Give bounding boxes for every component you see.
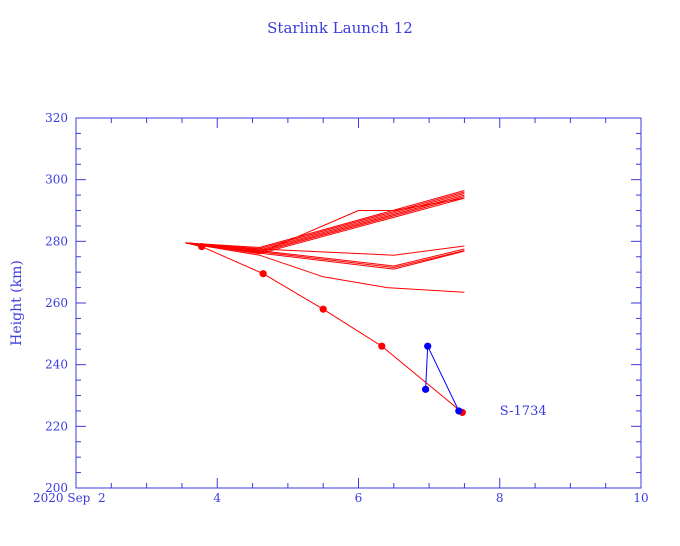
track-line bbox=[185, 242, 465, 268]
tick-labels-layer: 2020 Sep 2 4 6 8 10 200 220 240 260 280 300 320 bbox=[33, 111, 649, 505]
y-tick-label: 300 bbox=[45, 173, 68, 187]
y-tick-label: 220 bbox=[45, 419, 68, 433]
track-line bbox=[185, 242, 463, 413]
track-line bbox=[185, 242, 465, 267]
markers-layer bbox=[198, 242, 466, 417]
x-tick-label: 8 bbox=[496, 491, 504, 505]
chart-title: Starlink Launch 12 bbox=[267, 19, 413, 37]
series-annotation: S-1734 bbox=[500, 404, 547, 419]
highlight-point bbox=[455, 407, 463, 415]
x-tick-label: 4 bbox=[213, 491, 221, 505]
highlight-point bbox=[424, 342, 432, 350]
y-tick-label: 320 bbox=[45, 111, 68, 125]
track-point bbox=[198, 242, 206, 251]
series-layer bbox=[185, 190, 465, 413]
track-line bbox=[185, 190, 465, 248]
x-tick-label: 10 bbox=[633, 491, 648, 505]
annotations-layer: S-1734 bbox=[500, 404, 547, 419]
y-tick-label: 260 bbox=[45, 296, 68, 310]
track-line bbox=[185, 242, 465, 256]
track-point bbox=[319, 305, 327, 313]
highlight-point bbox=[421, 385, 430, 393]
track-line bbox=[185, 191, 465, 250]
highlight-track-line bbox=[425, 345, 460, 412]
track-point bbox=[259, 270, 267, 278]
ticks-layer bbox=[75, 117, 642, 489]
track-line bbox=[185, 242, 465, 293]
y-tick-label: 280 bbox=[45, 234, 68, 248]
y-axis-label: Height (km) bbox=[9, 260, 25, 346]
track-point bbox=[378, 342, 386, 350]
x-tick-label: 6 bbox=[355, 491, 363, 505]
y-tick-label: 240 bbox=[45, 358, 68, 372]
track-line bbox=[185, 242, 465, 270]
plot-frame bbox=[75, 117, 642, 489]
y-tick-label: 200 bbox=[45, 481, 68, 495]
x-tick-label: 2020 Sep 2 bbox=[33, 491, 106, 505]
